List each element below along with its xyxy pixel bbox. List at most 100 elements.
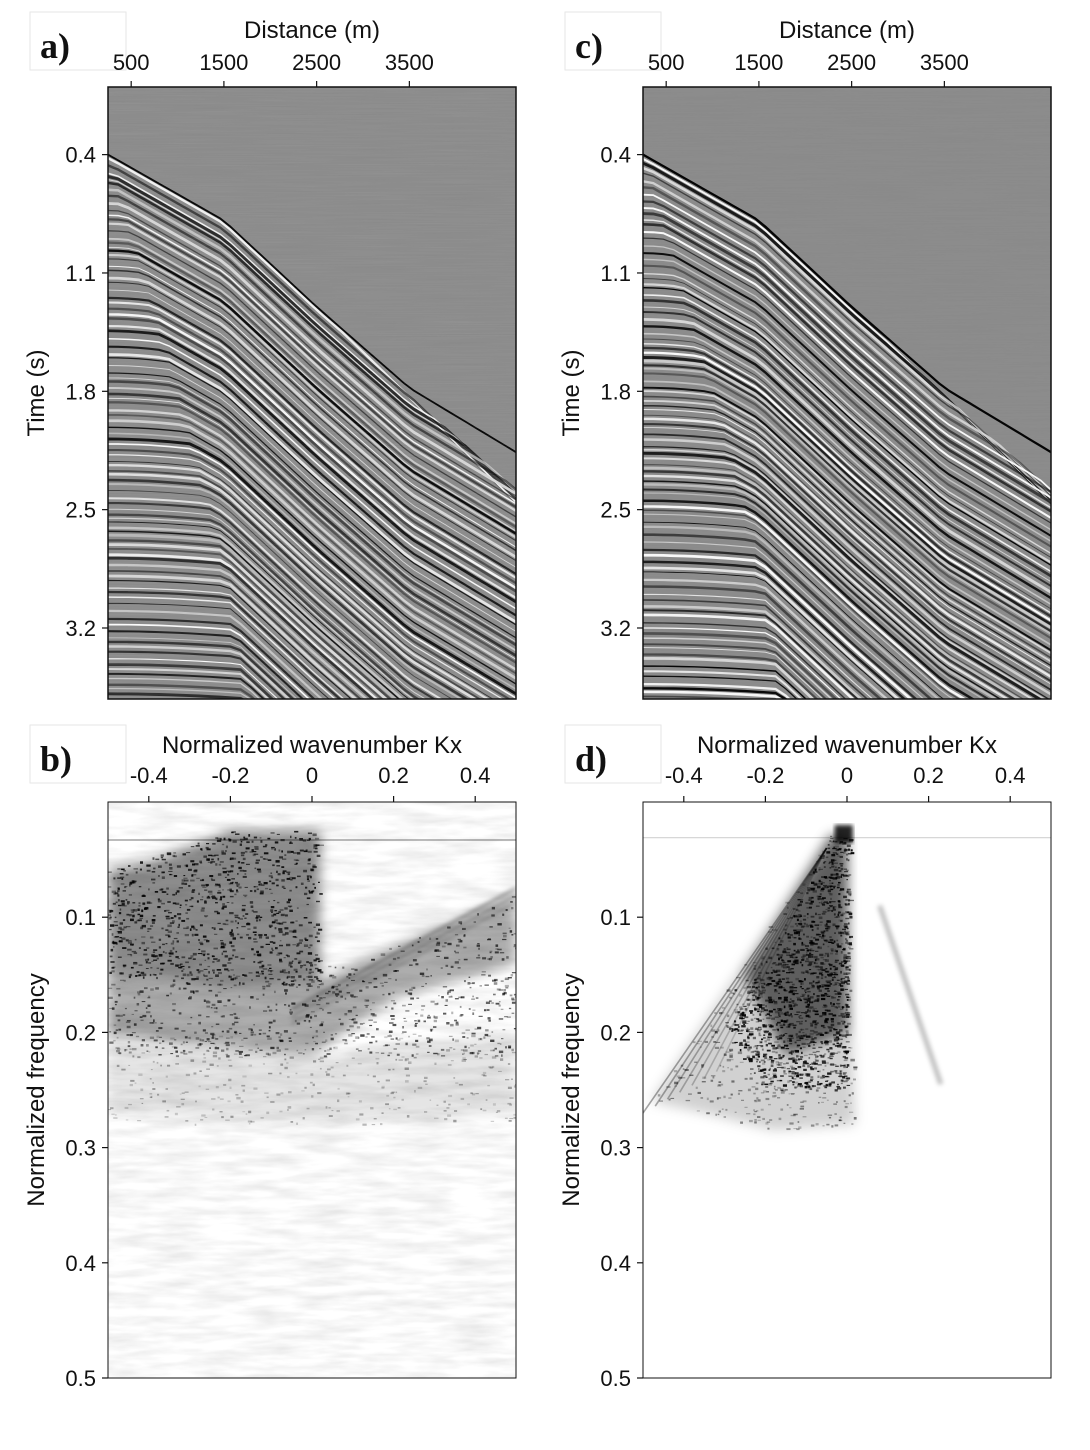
spectrum-speckle xyxy=(745,979,749,982)
spectrum-speckle xyxy=(829,936,832,938)
spectrum-speckle xyxy=(793,989,797,992)
spectrum-speckle xyxy=(824,924,828,927)
panel-c-y-axis-title: Time (s) xyxy=(558,349,585,436)
spectrum-speckle xyxy=(790,925,794,928)
spectrum-speckle xyxy=(786,947,789,949)
spectrum-speckle xyxy=(836,886,840,889)
spectrum-speckle xyxy=(832,996,836,999)
spectrum-speckle xyxy=(796,1074,800,1078)
spectrum-speckle xyxy=(701,1065,704,1068)
spectrum-speckle xyxy=(810,900,814,903)
spectrum-speckle xyxy=(765,1097,770,1101)
spectrum-speckle xyxy=(799,900,803,903)
spectrum-speckle xyxy=(794,1086,797,1089)
spectrum-speckle xyxy=(806,987,811,990)
spectrum-speckle xyxy=(732,1028,734,1031)
spectrum-speckle xyxy=(849,935,853,938)
spectrum-speckle xyxy=(826,902,829,905)
spectrum-speckle xyxy=(729,1048,734,1052)
spectrum-speckle xyxy=(844,980,848,983)
spectrum-speckle xyxy=(844,1080,848,1083)
spectrum-speckle xyxy=(805,1014,810,1018)
spectrum-speckle xyxy=(830,1023,835,1027)
spectrum-speckle xyxy=(792,1058,797,1061)
spectrum-speckle xyxy=(794,1062,798,1064)
spectrum-speckle xyxy=(820,882,823,885)
spectrum-speckle xyxy=(832,923,836,927)
spectrum-speckle xyxy=(768,976,771,978)
spectrum-speckle xyxy=(795,951,800,954)
spectrum-speckle xyxy=(836,875,841,878)
spectrum-speckle xyxy=(749,1119,753,1123)
spectrum-speckle xyxy=(781,1020,786,1022)
spectrum-speckle xyxy=(817,1070,821,1073)
x-tick-label: 2500 xyxy=(827,50,876,75)
spectrum-speckle xyxy=(752,982,757,985)
spectrum-speckle xyxy=(806,913,809,916)
spectrum-speckle xyxy=(788,1051,792,1054)
spectrum-speckle xyxy=(808,1085,811,1088)
spectrum-speckle xyxy=(838,962,843,965)
spectrum-speckle xyxy=(847,1012,851,1014)
spectrum-speckle xyxy=(793,937,797,939)
spectrum-speckle xyxy=(798,933,800,937)
spectrum-speckle xyxy=(778,1117,782,1121)
spectrum-speckle xyxy=(765,972,770,975)
spectrum-speckle xyxy=(754,1045,759,1048)
spectrum-speckle xyxy=(762,1018,765,1020)
spectrum-speckle xyxy=(846,939,848,942)
spectrum-speckle xyxy=(793,1128,797,1130)
spectrum-speckle xyxy=(814,1037,817,1040)
spectrum-speckle xyxy=(795,914,799,917)
spectrum-speckle xyxy=(805,1011,808,1013)
spectrum-speckle xyxy=(846,875,848,877)
spectrum-speckle xyxy=(808,1007,812,1010)
spectrum-speckle xyxy=(756,1004,759,1006)
spectrum-speckle xyxy=(768,1083,771,1085)
spectrum-speckle xyxy=(835,1072,840,1074)
spectrum-speckle xyxy=(822,1054,826,1057)
spectrum-speckle xyxy=(790,1071,795,1072)
spectrum-speckle xyxy=(845,1079,849,1081)
spectrum-speckle xyxy=(795,993,799,995)
spectrum-speckle xyxy=(825,925,829,928)
spectrum-speckle xyxy=(846,1004,849,1007)
spectrum-speckle xyxy=(742,1021,747,1024)
spectrum-speckle xyxy=(788,991,793,994)
spectrum-speckle xyxy=(843,895,847,899)
spectrum-speckle xyxy=(816,1055,819,1057)
spectrum-speckle xyxy=(809,1006,814,1009)
spectrum-speckle xyxy=(772,1076,776,1078)
y-tick-label: 0.1 xyxy=(600,905,631,930)
spectrum-speckle xyxy=(731,992,734,994)
spectrum-speckle xyxy=(745,1041,750,1043)
spectrum-speckle xyxy=(803,915,806,917)
spectrum-speckle xyxy=(836,853,839,855)
spectrum-speckle xyxy=(684,1069,689,1071)
spectrum-speckle xyxy=(808,902,813,905)
panel-b-x-axis-title: Normalized wavenumber Kx xyxy=(162,732,462,759)
spectrum-speckle xyxy=(846,972,851,975)
spectrum-speckle xyxy=(796,891,800,893)
spectrum-speckle xyxy=(791,1035,793,1037)
spectrum-speckle xyxy=(720,1046,724,1049)
spectrum-speckle xyxy=(800,915,802,917)
spectrum-speckle xyxy=(786,1019,789,1022)
spectrum-speckle xyxy=(739,1061,744,1063)
spectrum-speckle xyxy=(777,1010,782,1012)
spectrum-speckle xyxy=(833,991,838,992)
spectrum-speckle xyxy=(844,930,846,933)
spectrum-speckle xyxy=(797,949,800,952)
spectrum-speckle xyxy=(808,1056,811,1060)
panel-a-x-axis-title: Distance (m) xyxy=(244,17,380,44)
spectrum-speckle xyxy=(803,933,805,936)
spectrum-speckle xyxy=(777,1012,780,1014)
spectrum-speckle xyxy=(833,1070,838,1072)
spectrum-speckle xyxy=(834,1052,838,1054)
spectrum-speckle xyxy=(787,1080,790,1083)
spectrum-speckle xyxy=(787,1025,791,1028)
spectrum-speckle xyxy=(775,1035,779,1039)
spectrum-speckle xyxy=(789,1043,793,1045)
spectrum-speckle xyxy=(835,968,838,970)
